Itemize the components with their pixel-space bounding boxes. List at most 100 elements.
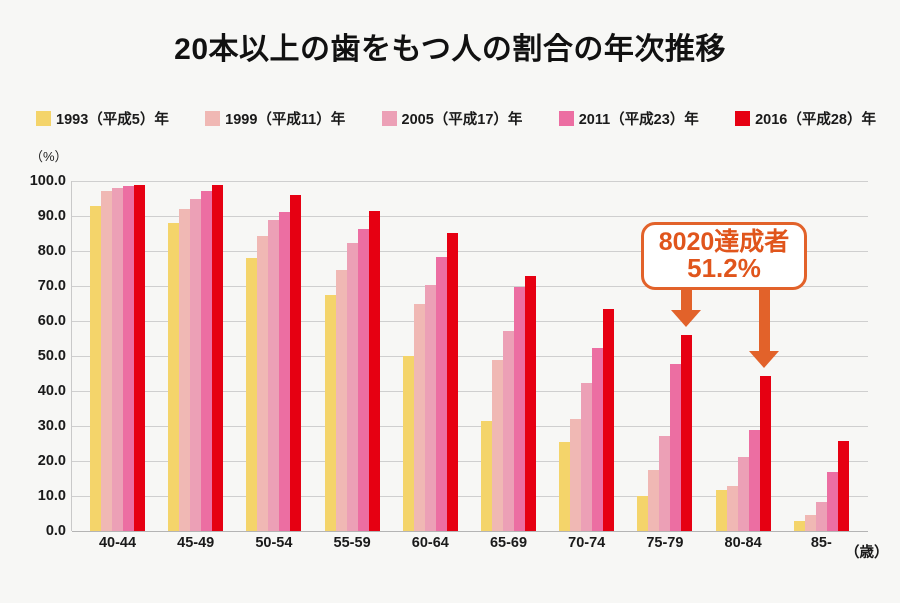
annotation-arrow-8084: [749, 290, 780, 369]
legend-item[interactable]: 2016（平成28）年: [735, 108, 876, 129]
bar-group: [715, 181, 771, 531]
legend-label: 2005（平成17）年: [401, 112, 523, 128]
gridline: [72, 426, 868, 427]
plot-area: 0.0 10.0 20.0 30.0 40.0 50.0 60.0 70.0 80.0 90.0 1…: [30, 173, 868, 551]
bar[interactable]: [581, 382, 593, 531]
bar[interactable]: [748, 429, 760, 531]
annotation-callout: 8020達成者 51.2%: [641, 222, 807, 290]
x-axis-tick-label: 45-49: [177, 535, 215, 551]
bar[interactable]: [335, 269, 347, 531]
bar[interactable]: [715, 490, 727, 531]
bar-group: [793, 181, 849, 531]
legend-label: 1993（平成5）年: [56, 112, 169, 128]
bar[interactable]: [123, 185, 134, 531]
bar[interactable]: [503, 331, 514, 531]
annotation-line-1: 8020達成者: [658, 228, 790, 257]
x-axis-tick-label: 55-59: [333, 535, 371, 551]
bar-group: [559, 181, 615, 531]
arrow-head: [749, 351, 780, 369]
arrow-head: [670, 309, 701, 327]
x-axis-tick-label: 40-44: [98, 535, 137, 551]
bar[interactable]: [525, 275, 536, 531]
bar[interactable]: [402, 356, 414, 531]
bar[interactable]: [659, 436, 671, 531]
bar[interactable]: [413, 303, 425, 531]
bar[interactable]: [435, 256, 447, 531]
bar[interactable]: [290, 195, 302, 531]
y-axis-tick-label: 70.0: [37, 278, 66, 294]
y-axis-unit-label: （%）: [30, 149, 68, 164]
bar[interactable]: [570, 419, 582, 531]
bar[interactable]: [637, 496, 649, 531]
bar[interactable]: [446, 232, 458, 531]
legend-swatch-icon: [205, 111, 221, 126]
bar[interactable]: [190, 198, 202, 531]
x-axis-tick-label: 75-79: [646, 535, 684, 551]
bar[interactable]: [492, 360, 503, 531]
bar[interactable]: [179, 209, 191, 531]
bar[interactable]: [793, 521, 805, 531]
gridline: [72, 461, 868, 462]
x-axis-unit-label: （歳）: [845, 545, 889, 561]
bar-group: [637, 181, 693, 531]
annotation-arrow-7579: [670, 290, 701, 327]
bar[interactable]: [559, 441, 571, 531]
legend-item[interactable]: 2005（平成17）年: [381, 108, 523, 129]
bar[interactable]: [257, 235, 269, 531]
gridline: [72, 181, 868, 182]
legend-item[interactable]: 2011（平成23）年: [558, 108, 699, 129]
bar[interactable]: [759, 376, 771, 531]
bar[interactable]: [424, 284, 436, 531]
bar[interactable]: [112, 188, 123, 531]
gridline: [72, 216, 868, 217]
bar[interactable]: [134, 185, 145, 531]
bar[interactable]: [648, 469, 660, 531]
x-axis-tick-label: 80-84: [724, 535, 762, 551]
bar-group: [168, 181, 224, 531]
bar[interactable]: [101, 191, 112, 531]
bar[interactable]: [826, 471, 838, 531]
bar[interactable]: [737, 457, 749, 531]
x-axis-tick-label: 65-69: [489, 535, 528, 551]
bar[interactable]: [368, 211, 380, 531]
bar[interactable]: [324, 294, 336, 531]
legend-item[interactable]: 1993（平成5）年: [36, 108, 169, 129]
bar[interactable]: [90, 205, 101, 531]
x-axis-tick-label: 70-74: [568, 535, 606, 551]
bar[interactable]: [246, 258, 258, 531]
y-axis-tick-label: 50.0: [37, 348, 66, 364]
bar[interactable]: [201, 191, 213, 531]
gridline: [72, 531, 868, 532]
gridline: [72, 286, 868, 287]
bar[interactable]: [603, 309, 615, 531]
bar-group: [402, 181, 458, 531]
gridline: [72, 496, 868, 497]
legend-label: 2011（平成23）年: [578, 112, 699, 128]
legend-item[interactable]: 1999（平成11）年: [205, 108, 345, 129]
bar[interactable]: [357, 228, 369, 531]
bar[interactable]: [168, 222, 180, 531]
bar[interactable]: [514, 287, 525, 531]
bar[interactable]: [279, 211, 291, 531]
legend-label: 2016（平成28）年: [755, 112, 876, 128]
bar[interactable]: [804, 515, 816, 531]
bar[interactable]: [670, 364, 682, 531]
bar[interactable]: [481, 421, 492, 531]
bar[interactable]: [212, 184, 224, 531]
gridline: [72, 391, 868, 392]
bar[interactable]: [726, 485, 738, 531]
bar[interactable]: [268, 219, 280, 531]
y-axis-tick-label: 10.0: [37, 488, 66, 504]
y-axis-tick-label: 0.0: [45, 523, 66, 539]
x-axis-tick-label: 85-: [810, 535, 832, 551]
bar[interactable]: [346, 242, 358, 531]
bar[interactable]: [592, 347, 604, 531]
bar[interactable]: [815, 501, 827, 531]
y-axis-tick-label: 90.0: [37, 208, 66, 224]
y-axis-tick-label: 40.0: [37, 383, 66, 399]
legend-swatch-icon: [381, 111, 397, 126]
bar[interactable]: [681, 334, 693, 531]
x-axis-tick-label: 50-54: [255, 535, 293, 551]
bar[interactable]: [837, 441, 849, 531]
legend-label: 1999（平成11）年: [225, 112, 346, 128]
